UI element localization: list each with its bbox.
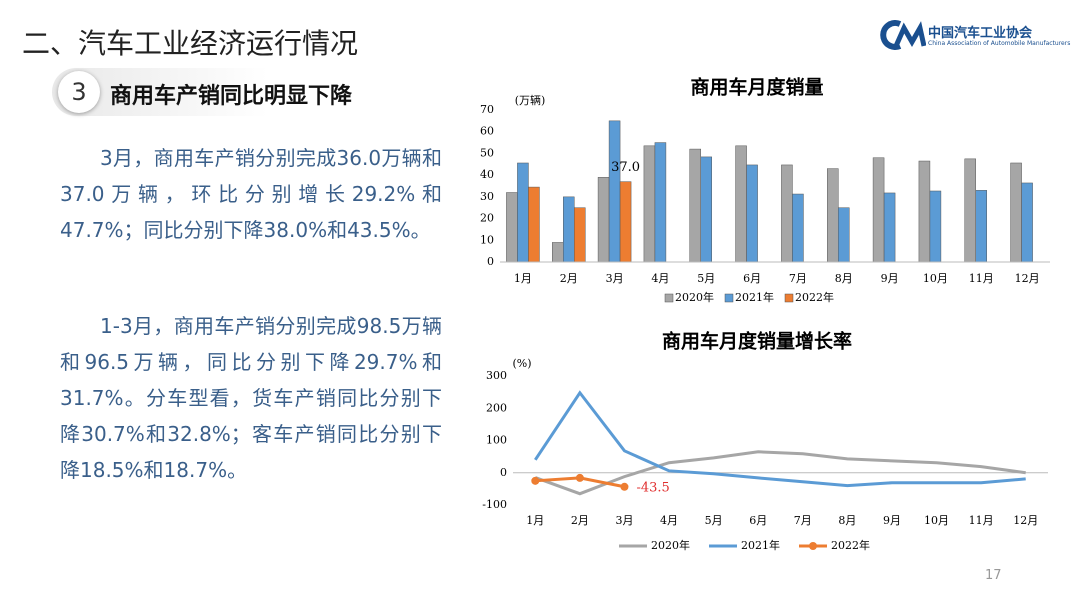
bar bbox=[838, 207, 850, 263]
data-label: -43.5 bbox=[636, 480, 669, 495]
y-tick-label: 300 bbox=[486, 369, 507, 382]
x-tick-label: 3月 bbox=[606, 272, 624, 285]
slide-title: 二、汽车工业经济运行情况 bbox=[22, 27, 359, 60]
x-tick-label: 12月 bbox=[1015, 272, 1040, 285]
line bbox=[534, 390, 1026, 488]
bar bbox=[619, 181, 632, 263]
bar bbox=[918, 160, 931, 263]
x-tick-label: 7月 bbox=[794, 514, 812, 527]
legend-swatch bbox=[664, 293, 674, 303]
legend-label: 2020年 bbox=[675, 290, 714, 304]
bar bbox=[975, 190, 987, 263]
bar bbox=[700, 156, 712, 263]
line bbox=[534, 450, 1026, 496]
x-tick-label: 5月 bbox=[697, 272, 715, 285]
section-number: 3 bbox=[58, 71, 100, 113]
chart-title: 商用车月度销量 bbox=[690, 76, 823, 99]
bar bbox=[872, 157, 885, 263]
legend-marker bbox=[809, 542, 817, 550]
logo-mark bbox=[880, 20, 926, 50]
x-tick-label: 1月 bbox=[526, 514, 544, 527]
marker bbox=[531, 476, 540, 485]
bar bbox=[781, 164, 793, 263]
x-tick-label: 1月 bbox=[514, 272, 532, 285]
x-tick-label: 7月 bbox=[789, 272, 807, 285]
section-badge bbox=[52, 68, 412, 116]
page-number: 17 bbox=[985, 568, 1002, 583]
bar bbox=[506, 192, 518, 263]
y-unit: (万辆) bbox=[515, 93, 546, 107]
x-tick-label: 4月 bbox=[651, 272, 669, 285]
marker bbox=[620, 482, 629, 491]
legend-label: 2020年 bbox=[651, 538, 690, 552]
y-tick-label: 0 bbox=[500, 466, 507, 479]
bar bbox=[1010, 162, 1022, 263]
x-tick-label: 3月 bbox=[615, 514, 633, 527]
bar bbox=[528, 186, 540, 263]
legend-swatch bbox=[784, 293, 794, 303]
bar bbox=[552, 242, 564, 263]
legend-swatch bbox=[724, 293, 734, 303]
x-tick-label: 9月 bbox=[881, 272, 899, 285]
x-tick-label: 2月 bbox=[560, 272, 578, 285]
x-tick-label: 10月 bbox=[923, 272, 948, 285]
legend-label: 2021年 bbox=[741, 538, 780, 552]
y-unit: (%) bbox=[512, 357, 531, 370]
y-tick-label: 70 bbox=[480, 103, 494, 116]
bar bbox=[563, 196, 575, 263]
bar bbox=[735, 145, 747, 263]
x-tick-label: 8月 bbox=[838, 514, 856, 527]
data-label: 37.0 bbox=[611, 160, 640, 175]
y-tick-label: 10 bbox=[480, 233, 494, 246]
y-tick-label: 60 bbox=[480, 125, 494, 138]
x-tick-label: 11月 bbox=[969, 272, 994, 285]
x-tick-label: 4月 bbox=[660, 514, 678, 527]
y-tick-label: 100 bbox=[486, 434, 507, 447]
bar bbox=[964, 158, 976, 263]
x-tick-label: 11月 bbox=[969, 514, 994, 527]
y-tick-label: 0 bbox=[487, 255, 494, 268]
section-title: 商用车产销同比明显下降 bbox=[110, 84, 353, 109]
bar bbox=[689, 148, 701, 263]
legend-label: 2022年 bbox=[831, 538, 870, 552]
x-tick-label: 10月 bbox=[924, 514, 949, 527]
logo-en: China Association of Automobile Manufact… bbox=[928, 40, 1071, 47]
y-tick-label: 50 bbox=[480, 146, 494, 159]
x-tick-label: 5月 bbox=[705, 514, 723, 527]
legend-label: 2021年 bbox=[735, 290, 774, 304]
x-tick-label: 2月 bbox=[571, 514, 589, 527]
y-tick-label: 30 bbox=[480, 190, 494, 203]
legend-label: 2022年 bbox=[795, 290, 834, 304]
bar bbox=[654, 142, 667, 263]
y-tick-label: -100 bbox=[482, 498, 507, 511]
bar bbox=[574, 207, 586, 263]
bar bbox=[608, 120, 621, 263]
chart-title: 商用车月度销量增长率 bbox=[662, 330, 852, 353]
y-tick-label: 20 bbox=[480, 212, 494, 225]
marker bbox=[575, 473, 584, 482]
bar bbox=[597, 177, 610, 263]
y-tick-label: 40 bbox=[480, 168, 494, 181]
bar bbox=[827, 168, 839, 263]
bar bbox=[746, 164, 758, 263]
y-tick-label: 200 bbox=[486, 401, 507, 414]
paragraph: 3月，商用车产销分别完成36.0万辆和37.0万辆，环比分别增长29.2%和47… bbox=[60, 146, 442, 242]
paragraph: 1-3月，商用车产销分别完成98.5万辆和96.5万辆，同比分别下降29.7%和… bbox=[60, 314, 442, 482]
logo-cn: 中国汽车工业协会 bbox=[928, 26, 1033, 41]
bar bbox=[643, 145, 656, 263]
bar bbox=[517, 162, 529, 263]
bar bbox=[929, 190, 942, 263]
x-tick-label: 9月 bbox=[883, 514, 901, 527]
x-tick-label: 6月 bbox=[749, 514, 767, 527]
x-tick-label: 6月 bbox=[743, 272, 761, 285]
bar bbox=[883, 192, 896, 263]
bar bbox=[792, 193, 804, 263]
bar bbox=[1021, 182, 1033, 263]
x-tick-label: 8月 bbox=[835, 272, 853, 285]
x-tick-label: 12月 bbox=[1013, 514, 1038, 527]
